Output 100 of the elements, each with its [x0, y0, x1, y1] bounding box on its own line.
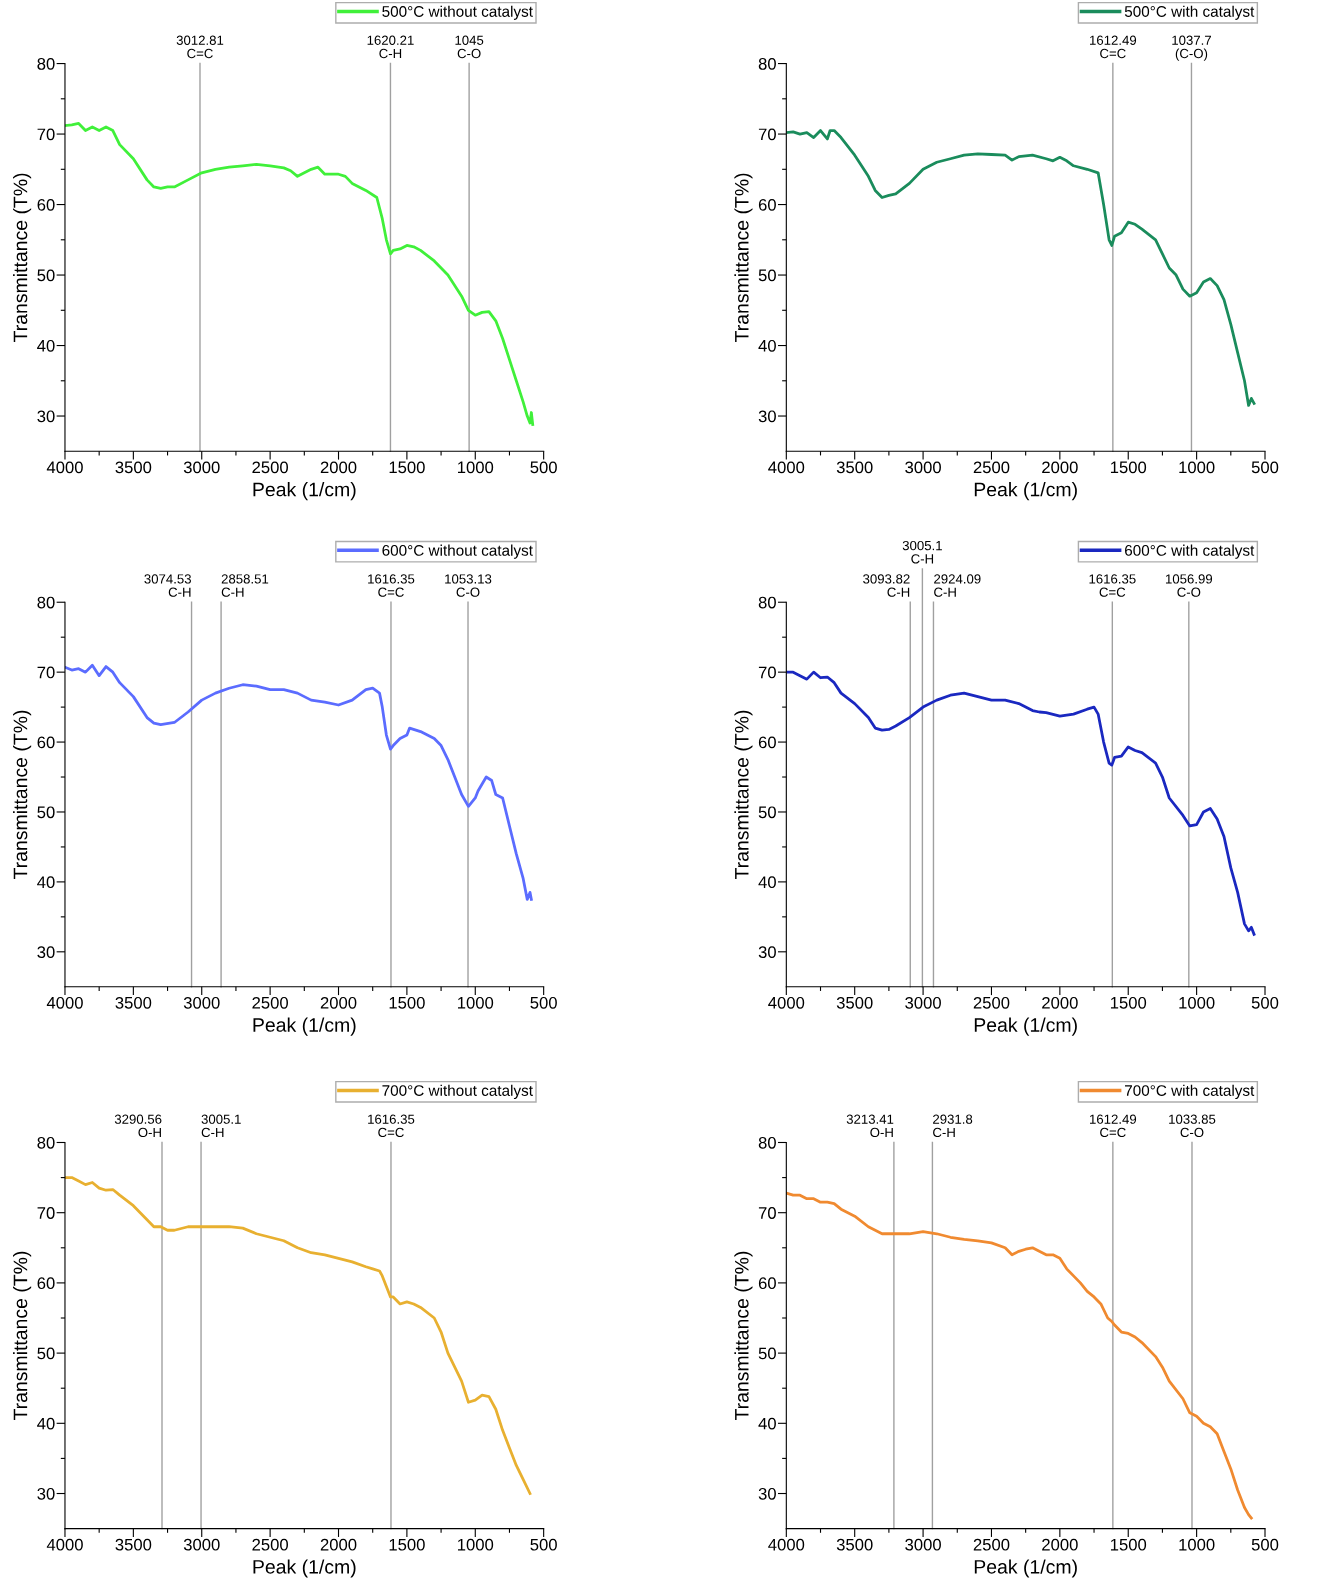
ref-line-label: 1053.13 C-O [445, 574, 492, 597]
x-tick-label: 3500 [836, 996, 873, 1009]
x-tick-label: 2500 [252, 461, 289, 474]
ref-line-label: 3093.82 C-H [863, 574, 910, 597]
ref-line-label: 1037.7 (C-O) [1172, 35, 1211, 61]
y-tick-label: 60 [758, 198, 776, 211]
ref-line-label: 1616.35 C=C [368, 574, 415, 597]
y-tick-label: 30 [758, 410, 776, 423]
y-tick-label: 30 [758, 946, 776, 959]
x-tick-label: 2500 [973, 1538, 1010, 1551]
ref-line-label: 1045 C-O [455, 35, 484, 59]
x-axis-title: Peak (1/cm) [974, 482, 1077, 501]
line-series [64, 122, 535, 426]
x-tick-label: 500 [530, 996, 557, 1009]
x-axis-title: Peak (1/cm) [253, 1017, 356, 1036]
y-tick-label: 60 [758, 1277, 776, 1290]
ref-line-label: 1616.35 C=C [368, 1114, 415, 1138]
x-axis-title: Peak (1/cm) [974, 1559, 1077, 1578]
x-tick-label: 2500 [973, 996, 1010, 1009]
x-tick-label: 1500 [389, 1538, 425, 1551]
x-tick-label: 3000 [905, 1538, 941, 1551]
y-axis-title: Transmittance (T%) [13, 173, 32, 342]
y-tick-label: 60 [758, 736, 776, 749]
line-series [64, 1176, 532, 1495]
x-tick-label: 2500 [252, 996, 289, 1009]
y-tick-label: 80 [37, 596, 55, 609]
y-tick-label: 70 [37, 128, 55, 141]
legend-label: 700°C without catalyst [382, 1084, 533, 1099]
x-tick-label: 3000 [905, 996, 941, 1009]
x-tick-label: 1000 [458, 1538, 494, 1551]
x-axis-title: Peak (1/cm) [253, 1559, 356, 1578]
ref-line-label: 1616.35 C=C [1089, 574, 1136, 597]
x-tick-label: 1000 [1179, 1538, 1215, 1551]
y-tick-label: 80 [37, 57, 55, 70]
y-tick-label: 50 [37, 269, 55, 282]
line-series [786, 1191, 1253, 1520]
y-tick-label: 40 [37, 876, 55, 889]
y-tick-label: 50 [37, 806, 55, 819]
x-tick-label: 4000 [46, 1538, 83, 1551]
ref-line-label: 1056.99 C-O [1165, 574, 1213, 597]
x-axis-title: Peak (1/cm) [974, 1017, 1077, 1036]
x-tick-label: 1000 [1179, 461, 1215, 474]
x-tick-label: 1500 [1110, 1538, 1147, 1551]
x-tick-label: 2000 [1042, 996, 1078, 1009]
y-axis-title: Transmittance (T%) [13, 710, 32, 880]
ref-line-label: 1033.85 C-O [1169, 1114, 1216, 1138]
y-tick-label: 50 [758, 269, 776, 282]
x-tick-label: 1000 [1179, 996, 1215, 1009]
x-tick-label: 2000 [320, 1538, 357, 1551]
ref-line-label: 1612.49 C=C [1090, 1114, 1137, 1138]
y-tick-label: 50 [758, 806, 776, 819]
ref-line-label: 2858.51 C-H [221, 574, 269, 597]
x-tick-label: 2000 [1042, 461, 1078, 474]
x-tick-label: 3000 [183, 461, 220, 474]
x-tick-label: 1500 [389, 996, 425, 1009]
y-tick-label: 30 [37, 410, 55, 423]
x-tick-label: 1500 [1110, 461, 1147, 474]
y-axis-title: Transmittance (T%) [13, 1251, 32, 1421]
y-tick-label: 40 [758, 876, 776, 889]
legend-label: 600°C without catalyst [382, 544, 533, 559]
x-tick-label: 500 [1251, 996, 1279, 1009]
x-tick-label: 1000 [458, 996, 494, 1009]
y-tick-label: 60 [37, 198, 55, 211]
legend-label: 700°C with catalyst [1125, 1084, 1255, 1099]
x-tick-label: 1500 [389, 461, 425, 474]
x-tick-label: 3500 [836, 1538, 873, 1551]
y-tick-label: 70 [37, 666, 55, 679]
x-tick-label: 3000 [183, 1538, 220, 1551]
y-axis-title: Transmittance (T%) [734, 1251, 753, 1421]
x-tick-label: 2000 [320, 996, 357, 1009]
x-tick-label: 4000 [768, 996, 805, 1009]
x-tick-label: 500 [530, 1538, 557, 1551]
x-tick-label: 500 [530, 461, 557, 474]
y-tick-label: 80 [758, 596, 776, 609]
x-tick-label: 3500 [836, 461, 873, 474]
line-series [786, 670, 1256, 936]
y-tick-label: 30 [758, 1487, 776, 1500]
x-tick-label: 2000 [320, 461, 357, 474]
line-series [786, 129, 1256, 407]
ref-line-label: 3213.41 O-H [846, 1114, 894, 1138]
x-tick-label: 4000 [768, 1538, 805, 1551]
x-tick-label: 4000 [768, 461, 805, 474]
x-tick-label: 3500 [115, 996, 152, 1009]
ref-line-label: 3005.1 C-H [902, 540, 942, 564]
ref-line-label: 3290.56 O-H [114, 1114, 162, 1138]
y-tick-label: 80 [758, 57, 776, 70]
x-tick-label: 1500 [1110, 996, 1147, 1009]
x-tick-label: 3000 [183, 996, 220, 1009]
y-tick-label: 30 [37, 946, 55, 959]
x-tick-label: 500 [1251, 461, 1279, 474]
x-tick-label: 2000 [1042, 1538, 1078, 1551]
x-tick-label: 2500 [973, 461, 1010, 474]
y-tick-label: 50 [758, 1347, 776, 1360]
ref-line-label: 1612.49 C=C [1090, 35, 1137, 59]
x-tick-label: 500 [1251, 1538, 1279, 1551]
x-tick-label: 4000 [46, 996, 83, 1009]
y-tick-label: 30 [37, 1487, 55, 1500]
legend-label: 500°C without catalyst [382, 5, 533, 20]
x-tick-label: 4000 [46, 461, 83, 474]
x-tick-label: 3500 [115, 1538, 152, 1551]
